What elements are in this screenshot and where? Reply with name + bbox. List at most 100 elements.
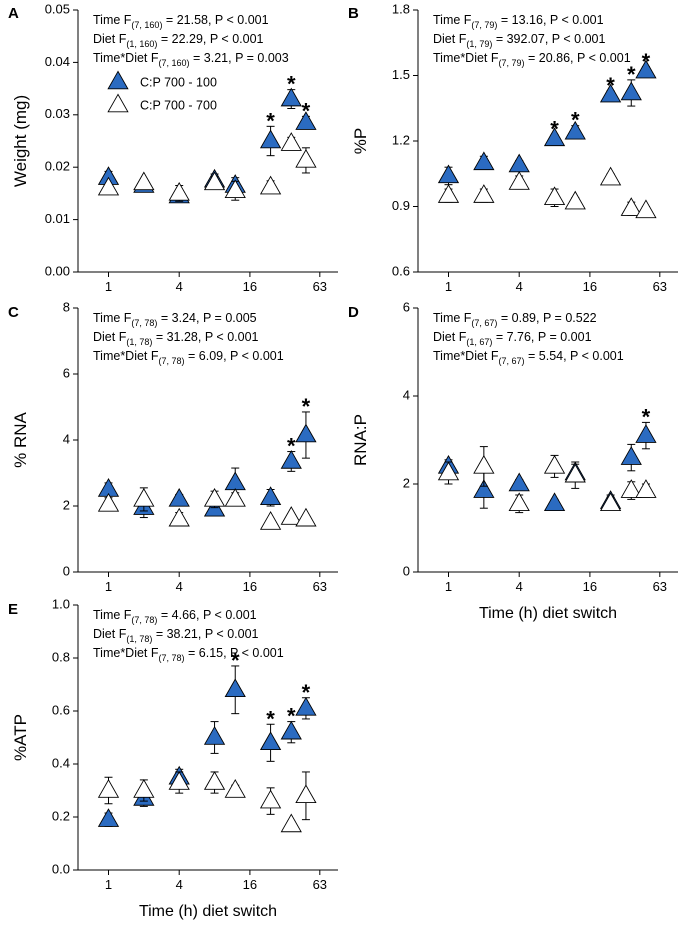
x-tick-label: 4 (176, 877, 183, 892)
data-point (280, 87, 302, 107)
x-tick-label: 63 (313, 579, 327, 594)
y-axis-label: %ATP (11, 714, 30, 761)
data-point (224, 779, 246, 798)
y-tick-label: 0.6 (392, 263, 410, 278)
y-tick-label: 0.0 (52, 861, 70, 876)
y-tick-label: 0.2 (52, 808, 70, 823)
data-point (620, 81, 642, 101)
y-tick-label: 4 (63, 431, 70, 446)
data-point (543, 454, 566, 474)
data-point (259, 129, 282, 149)
data-point (543, 186, 566, 206)
y-tick-label: 0 (403, 563, 410, 578)
data-point (168, 507, 190, 527)
y-tick-label: 1.5 (392, 67, 410, 82)
y-tick-label: 2 (403, 475, 410, 490)
y-axis-label: %P (351, 128, 370, 154)
data-point (508, 171, 530, 190)
x-tick-label: 1 (105, 877, 112, 892)
stat-line: Time*Diet F(7, 78) = 6.09, P < 0.001 (93, 349, 284, 366)
data-point (543, 492, 566, 512)
y-tick-label: 0.01 (45, 211, 70, 226)
x-axis-label: Time (h) diet switch (139, 903, 277, 920)
x-tick-label: 1 (445, 579, 452, 594)
stat-line: Time F(7, 67) = 0.89, P = 0.522 (433, 311, 597, 328)
y-tick-label: 6 (63, 365, 70, 380)
x-tick-label: 16 (583, 579, 597, 594)
y-axis-label: % RNA (11, 411, 30, 467)
data-point (635, 479, 657, 498)
series-c-p-700-700 (97, 132, 317, 202)
panel-b: B 0.6 0.9 1.2 1.5 1.8 1 4 16 63 %P Time F(7, 79) = … (348, 1, 678, 294)
data-point (543, 127, 566, 147)
stat-line: Diet F(1, 160) = 22.29, P < 0.001 (93, 32, 264, 49)
x-tick-label: 16 (583, 279, 597, 294)
panel-letter: C (8, 304, 19, 321)
y-tick-label: 0.4 (52, 755, 70, 770)
stat-line: Time*Diet F(7, 78) = 6.15, P < 0.001 (93, 646, 284, 663)
y-tick-label: 0.03 (45, 106, 70, 121)
panel-d: D 0 2 4 6 1 4 16 63 RNA:P Time (h) diet switch Time… (348, 299, 678, 622)
y-axis-label: RNA:P (351, 414, 370, 466)
data-point (133, 171, 155, 191)
data-point (203, 487, 226, 507)
significance-star: * (287, 704, 296, 729)
data-point (259, 511, 282, 530)
x-tick-label: 4 (176, 279, 183, 294)
y-tick-label: 6 (403, 299, 410, 314)
data-point (97, 808, 120, 827)
y-tick-label: 2 (63, 497, 70, 512)
data-point (224, 678, 246, 698)
x-tick-label: 4 (516, 579, 523, 594)
panel-letter: A (8, 5, 19, 22)
data-point (599, 83, 622, 103)
significance-star: * (266, 706, 275, 731)
data-point (168, 771, 190, 790)
series-c-p-700-700 (437, 166, 657, 219)
stat-line: Diet F(1, 67) = 7.76, P = 0.001 (433, 330, 592, 347)
x-tick-label: 4 (176, 579, 183, 594)
series-c-p-700-100 (97, 665, 317, 827)
data-point (635, 199, 657, 219)
data-point (259, 731, 282, 751)
data-point (133, 487, 155, 507)
stat-line: Diet F(1, 78) = 38.21, P < 0.001 (93, 627, 259, 644)
y-tick-label: 0.8 (52, 649, 70, 664)
y-tick-label: 0.00 (45, 263, 70, 278)
data-point (620, 446, 642, 465)
legend-marker (107, 70, 129, 90)
series-c-p-700-100 (97, 411, 317, 519)
x-tick-label: 16 (243, 279, 257, 294)
x-tick-label: 16 (243, 579, 257, 594)
x-tick-label: 1 (105, 579, 112, 594)
series-c-p-700-100 (437, 59, 657, 186)
data-point (508, 153, 530, 173)
significance-star: * (302, 394, 311, 419)
y-tick-label: 0 (63, 563, 70, 578)
data-point (620, 479, 642, 498)
x-tick-label: 63 (313, 279, 327, 294)
significance-star: * (571, 108, 580, 133)
data-point (564, 120, 586, 140)
y-tick-label: 1.2 (392, 132, 410, 147)
stat-line: Time*Diet F(7, 67) = 5.54, P < 0.001 (433, 349, 624, 366)
significance-star: * (606, 73, 615, 98)
x-tick-label: 16 (243, 877, 257, 892)
data-point (203, 771, 226, 790)
data-point (168, 487, 190, 507)
data-point (599, 492, 622, 512)
significance-star: * (627, 62, 636, 87)
x-tick-label: 1 (445, 279, 452, 294)
stat-line: Diet F(1, 79) = 392.07, P < 0.001 (433, 32, 605, 49)
stat-line: Diet F(1, 78) = 31.28, P < 0.001 (93, 330, 259, 347)
data-point (224, 471, 246, 491)
stat-line: Time F(7, 160) = 21.58, P < 0.001 (93, 13, 269, 30)
x-tick-label: 63 (313, 877, 327, 892)
data-point (473, 184, 495, 203)
panel-a: A 0.00 0.01 0.02 0.03 0.04 0.05 1 4 16 63 Weight (m… (8, 1, 338, 294)
significance-star: * (231, 648, 240, 673)
stat-line: Time*Diet F(7, 160) = 3.21, P = 0.003 (93, 51, 289, 68)
data-point (473, 454, 495, 474)
legend-marker (107, 93, 129, 113)
